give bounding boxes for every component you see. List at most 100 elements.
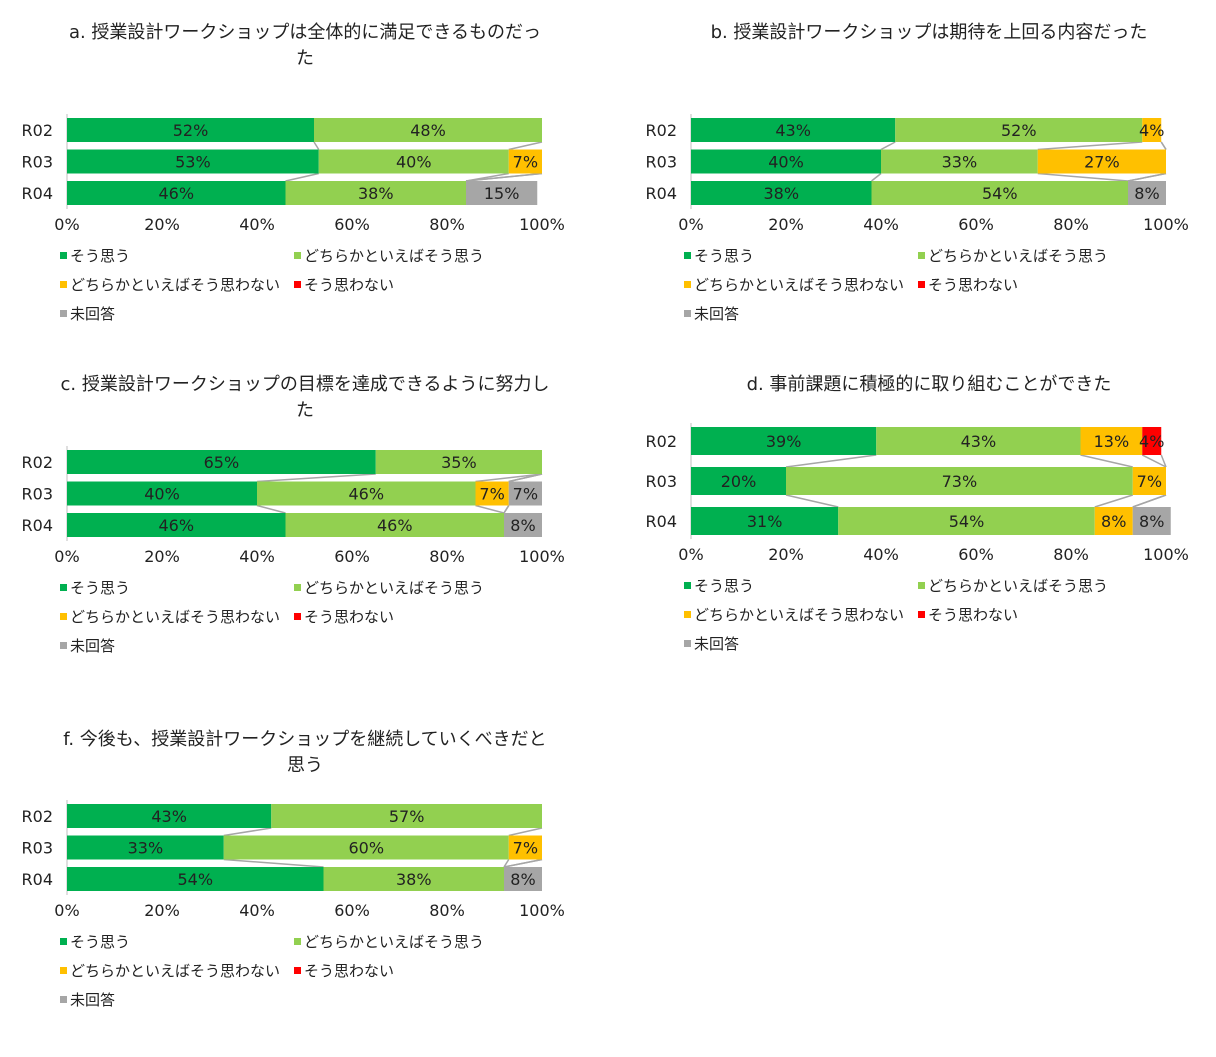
legend-swatch	[684, 252, 691, 259]
x-tick-label: 80%	[429, 547, 465, 566]
legend-label: そう思わない	[304, 962, 395, 980]
category-label: R03	[22, 839, 53, 858]
x-tick-label: 20%	[144, 547, 180, 566]
legend-label: どちらかといえばそう思わない	[694, 606, 905, 624]
legend-swatch	[294, 938, 301, 945]
legend-item: どちらかといえばそう思う	[294, 245, 484, 266]
series-line	[256, 504, 286, 514]
x-tick-label: 100%	[519, 901, 565, 920]
series-line	[475, 473, 543, 483]
legend-label: どちらかといえばそう思う	[304, 247, 485, 265]
data-label: 8%	[510, 516, 535, 535]
bar-segment	[67, 181, 286, 205]
data-label: 20%	[721, 472, 757, 491]
bar-segment	[691, 467, 786, 495]
legend-swatch	[294, 613, 301, 620]
data-label: 60%	[348, 839, 384, 858]
legend-item: そう思う	[684, 245, 754, 266]
data-label: 38%	[358, 184, 394, 203]
chart-svg: R02 65% 35% R03 40% 46% 7% 7% R04 46% 46% 8% 0% 20% 40…	[22, 446, 565, 566]
data-label: 8%	[1101, 512, 1126, 531]
legend-item: どちらかといえばそう思う	[294, 577, 484, 598]
bar-segment	[508, 149, 542, 174]
series-line	[503, 859, 510, 868]
chart-2: c. 授業設計ワークショップの目標を達成できるように努力した R02 65% 35% R…	[0, 372, 600, 702]
legend-swatch	[60, 252, 67, 259]
series-line	[223, 827, 272, 837]
x-tick-label: 40%	[239, 901, 275, 920]
legend-swatch	[684, 310, 691, 317]
data-label: 40%	[396, 153, 432, 172]
data-label: 33%	[942, 153, 978, 172]
bar-segment	[271, 804, 542, 828]
chart-0: a. 授業設計ワークショップは全体的に満足できるものだった R02 52% 48% R0…	[0, 20, 600, 350]
series-line	[1141, 454, 1167, 468]
data-label: 38%	[396, 870, 432, 889]
series-line	[1132, 494, 1167, 508]
data-label: 65%	[204, 453, 240, 472]
data-label: 33%	[128, 839, 164, 858]
bar-segment	[895, 118, 1143, 142]
x-tick-label: 60%	[334, 215, 370, 234]
category-label: R04	[646, 512, 677, 531]
legend-swatch	[294, 967, 301, 974]
data-label: 54%	[177, 870, 213, 889]
data-label: 31%	[747, 512, 783, 531]
bar-segment	[1142, 427, 1162, 455]
chart-3: d. 事前課題に積極的に取り組むことができた R02 39% 43% 13% 4% R03 2…	[624, 372, 1216, 702]
bar-segment	[67, 867, 324, 891]
bar-segment	[67, 481, 257, 506]
series-line	[503, 858, 543, 868]
legend-label: どちらかといえばそう思わない	[70, 276, 281, 294]
bar-segment	[504, 867, 542, 891]
bar-segment	[318, 149, 509, 174]
data-label: 46%	[348, 485, 384, 504]
bar-segment	[786, 467, 1133, 495]
series-line	[1080, 454, 1133, 468]
bar-segment	[504, 513, 542, 537]
series-line	[313, 141, 320, 150]
bar-segment	[67, 149, 319, 174]
legend-swatch	[60, 310, 67, 317]
bar-segment	[1132, 507, 1171, 535]
legend-swatch	[684, 640, 691, 647]
chart-title: d. 事前課題に積極的に取り組むことができた	[746, 374, 1112, 395]
category-label: R02	[22, 121, 53, 140]
legend-swatch	[684, 582, 691, 589]
legend-swatch	[60, 281, 67, 288]
x-tick-label: 100%	[519, 215, 565, 234]
legend-item: どちらかといえばそう思わない	[60, 960, 280, 981]
legend-label: そう思わない	[928, 606, 1019, 624]
bar-segment	[691, 507, 839, 535]
category-label: R03	[22, 485, 53, 504]
legend-label: 未回答	[70, 991, 116, 1009]
x-tick-label: 20%	[768, 215, 804, 234]
category-label: R04	[22, 516, 53, 535]
legend-label: そう思わない	[928, 276, 1019, 294]
bar-segment	[466, 181, 538, 205]
x-tick-label: 40%	[863, 545, 899, 564]
legend-swatch	[294, 252, 301, 259]
legend-item: そう思う	[60, 577, 130, 598]
legend-label: どちらかといえばそう思う	[304, 933, 485, 951]
x-tick-label: 100%	[1143, 545, 1189, 564]
chart-svg: R02 52% 48% R03 53% 40% 7% R04 46% 38% 15% 0% 20% 40%…	[22, 114, 565, 234]
series-line	[508, 141, 543, 151]
bar-segment	[1080, 427, 1143, 455]
data-label: 38%	[763, 184, 799, 203]
data-label: 7%	[513, 485, 538, 504]
data-label: 35%	[441, 453, 477, 472]
legend-label: そう思う	[70, 579, 131, 597]
legend-label: どちらかといえばそう思う	[928, 577, 1109, 595]
category-label: R04	[22, 184, 53, 203]
legend-item: そう思う	[60, 245, 130, 266]
series-line	[223, 858, 324, 868]
series-line	[1037, 141, 1143, 151]
legend-item: どちらかといえばそう思う	[918, 575, 1108, 596]
legend-item: 未回答	[684, 633, 739, 654]
data-label: 52%	[1001, 121, 1037, 140]
x-tick-label: 80%	[429, 215, 465, 234]
bar-segment	[67, 835, 224, 860]
legend-swatch	[684, 281, 691, 288]
data-label: 8%	[1134, 184, 1159, 203]
